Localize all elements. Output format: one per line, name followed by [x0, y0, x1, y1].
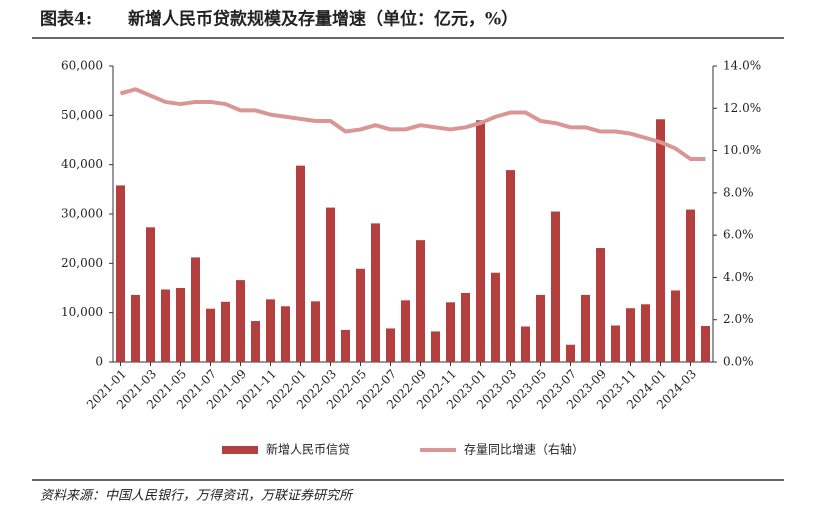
y2-tick-label: 8.0%: [723, 185, 754, 199]
bar: [251, 321, 260, 362]
legend-label: 存量同比增速（右轴）: [464, 442, 584, 457]
bar: [476, 120, 485, 363]
bar: [131, 294, 140, 362]
bar: [521, 326, 530, 362]
y-tick-label: 30,000: [61, 207, 103, 221]
y2-tick-label: 10.0%: [723, 143, 761, 157]
y-tick-label: 20,000: [61, 256, 103, 270]
bar: [401, 300, 410, 362]
figure-label: 图表4:: [40, 9, 92, 30]
y2-tick-label: 12.0%: [723, 101, 761, 115]
legend-swatch: [222, 446, 258, 454]
bar: [146, 227, 155, 362]
y-tick-label: 10,000: [61, 305, 103, 319]
bar: [236, 280, 245, 362]
bar: [341, 329, 350, 362]
bar: [581, 294, 590, 362]
bar: [701, 325, 710, 362]
bar: [596, 248, 605, 362]
bar: [641, 304, 650, 362]
bar: [191, 257, 200, 362]
bar: [116, 185, 125, 362]
y2-tick-label: 6.0%: [723, 228, 754, 242]
bar: [446, 302, 455, 362]
bar: [206, 308, 215, 362]
bar: [626, 308, 635, 362]
y-tick-label: 50,000: [61, 108, 103, 122]
source-note: 资料来源：中国人民银行，万得资讯，万联证券研究所: [40, 488, 354, 504]
bar: [431, 331, 440, 362]
bar: [326, 207, 335, 362]
bar: [356, 268, 365, 362]
y-tick-label: 60,000: [61, 59, 103, 73]
y2-tick-label: 14.0%: [723, 59, 761, 73]
bar: [611, 325, 620, 362]
bar: [221, 301, 230, 362]
y-tick-label: 40,000: [61, 157, 103, 171]
bar: [176, 288, 185, 362]
bar: [281, 306, 290, 362]
y-tick-label: 0: [95, 355, 103, 369]
bar: [566, 344, 575, 362]
bar: [506, 170, 515, 362]
legend-label: 新增人民币信贷: [266, 442, 350, 457]
bar: [656, 119, 665, 362]
bar: [686, 209, 695, 362]
bar: [461, 292, 470, 362]
bar: [161, 289, 170, 362]
y2-tick-label: 0.0%: [723, 355, 754, 369]
bar: [671, 290, 680, 362]
bar: [416, 240, 425, 362]
bar: [296, 165, 305, 362]
bar: [371, 223, 380, 362]
chart-title: 新增人民币贷款规模及存量增速（单位：亿元，%）: [128, 9, 518, 30]
line: [119, 87, 706, 162]
bar: [386, 328, 395, 362]
bar: [266, 299, 275, 362]
bar: [551, 211, 560, 362]
y2-tick-label: 4.0%: [723, 270, 754, 284]
bar: [536, 294, 545, 362]
y2-tick-label: 2.0%: [723, 312, 754, 326]
bar: [311, 301, 320, 362]
bar: [491, 272, 500, 362]
